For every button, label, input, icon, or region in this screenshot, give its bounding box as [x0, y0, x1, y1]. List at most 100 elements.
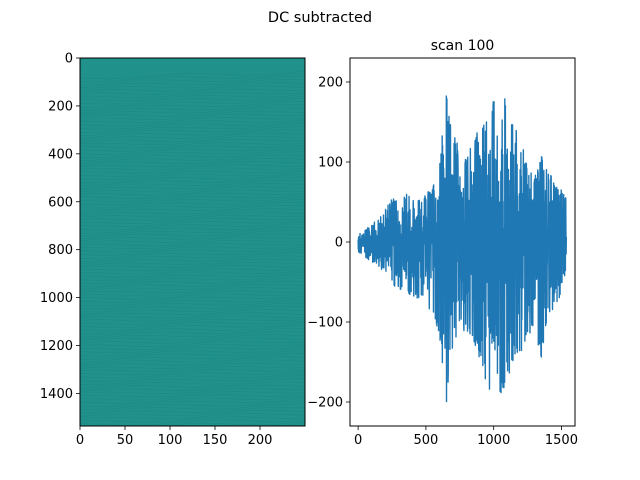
- heatmap-stripe: [80, 400, 305, 410]
- line-y-tick-label: 200: [318, 76, 343, 91]
- line-y-tick-label: 100: [318, 156, 343, 171]
- heatmap-stripe: [80, 306, 305, 315]
- heatmap-stripe: [80, 362, 305, 369]
- heatmap-stripe: [80, 189, 305, 196]
- heatmap-stripe: [80, 208, 305, 216]
- heatmap-stripe: [80, 95, 305, 105]
- heatmap-stripe: [80, 295, 305, 303]
- heatmap-stripe: [80, 388, 305, 394]
- heatmap-stripe: [80, 121, 305, 130]
- line-plot-title: scan 100: [431, 38, 495, 54]
- heatmap-stripe: [80, 196, 305, 206]
- heatmap-stripe: [80, 245, 305, 253]
- heatmap-stripe: [80, 82, 305, 90]
- heatmap-stripe: [80, 219, 305, 228]
- heatmap-stripe: [80, 198, 305, 209]
- heatmap-stripe: [80, 284, 305, 292]
- heatmap-stripe: [80, 277, 305, 288]
- heatmap-stripe: [80, 142, 305, 149]
- heatmap-stripe: [80, 79, 305, 89]
- heatmap-stripe: [80, 107, 305, 116]
- heatmap-stripe: [80, 164, 305, 171]
- heatmap-stripe: [80, 158, 305, 166]
- heatmap-stripe: [80, 75, 305, 86]
- heatmap-stripe: [80, 287, 305, 294]
- heatmap-stripe: [80, 252, 305, 262]
- line-x-tick-label: 500: [413, 433, 438, 448]
- heatmap-stripe: [80, 302, 305, 313]
- heatmap-stripe: [80, 144, 305, 152]
- heatmap-stripe: [80, 148, 305, 158]
- heatmap-stripe: [80, 369, 305, 376]
- heatmap-x-tick-label: 100: [158, 433, 183, 448]
- heatmap-stripe: [80, 176, 305, 187]
- heatmap-x-tick-label: 150: [203, 433, 228, 448]
- heatmap-stripe: [80, 344, 305, 350]
- heatmap-stripe: [80, 381, 305, 391]
- scan-trace: [357, 95, 568, 403]
- scan-series-line: [357, 95, 568, 403]
- heatmap-stripe: [80, 214, 305, 221]
- heatmap-stripe: [80, 119, 305, 127]
- line-y-axis: −200 −100 0 100 200: [307, 76, 350, 411]
- heatmap-stripe: [80, 240, 305, 246]
- heatmap-stripe: [80, 347, 305, 357]
- heatmap-stripe: [80, 192, 305, 199]
- heatmap-x-tick-label: 200: [248, 433, 273, 448]
- heatmap-stripe: [80, 403, 305, 414]
- line-x-tick-label: 1000: [477, 433, 510, 448]
- heatmap-stripe: [80, 171, 305, 180]
- heatmap-stripe: [80, 104, 305, 114]
- heatmap-y-tick-label: 200: [48, 99, 73, 114]
- heatmap-stripe: [80, 293, 305, 300]
- heatmap-stripe: [80, 398, 305, 407]
- heatmap-stripe: [80, 169, 305, 177]
- heatmap-stripe: [80, 272, 305, 281]
- heatmap-stripe: [80, 221, 305, 231]
- heatmap-stripe: [80, 322, 305, 332]
- heatmap-stripe: [80, 378, 305, 388]
- heatmap-stripe: [80, 268, 305, 275]
- heatmap-stripe: [80, 72, 305, 83]
- heatmap-stripe: [80, 161, 305, 168]
- heatmap-stripe: [80, 290, 305, 297]
- heatmap-stripe: [80, 337, 305, 344]
- heatmap-x-tick-label: 0: [76, 433, 84, 448]
- heatmap-stripe: [80, 117, 305, 124]
- heatmap-stripe: [80, 315, 305, 322]
- heatmap-stripe: [80, 114, 305, 120]
- heatmap-stripe: [80, 85, 305, 92]
- heatmap-stripe: [80, 265, 305, 272]
- heatmap-stripe: [80, 236, 305, 243]
- line-x-tick-label: 0: [354, 433, 362, 448]
- heatmap-stripe: [80, 183, 305, 191]
- heatmap-stripe: [80, 255, 305, 265]
- line-x-axis: 0 500 1000 1500: [354, 426, 578, 448]
- heatmap-stripe: [80, 246, 305, 256]
- heatmap-stripe: [80, 334, 305, 342]
- heatmap-stripe: [80, 218, 305, 224]
- heatmap-stripe: [80, 258, 305, 267]
- line-panel: 0 500 1000 1500 −200 −100 0 100 200 scan 100: [307, 38, 578, 448]
- heatmap-stripe: [156, 421, 305, 426]
- heatmap-stripe: [80, 139, 305, 146]
- heatmap-stripe: [80, 331, 305, 340]
- heatmap-stripe: [80, 110, 305, 117]
- heatmap-stripe: [80, 154, 305, 164]
- heatmap-stripe: [80, 92, 305, 98]
- heatmap-stripe: [80, 98, 305, 108]
- heatmap-stripe: [80, 186, 305, 193]
- line-x-tick-label: 1500: [545, 433, 578, 448]
- heatmap-stripe: [80, 123, 305, 133]
- heatmap-stripe: [80, 416, 305, 423]
- heatmap-y-tick-label: 400: [48, 147, 73, 162]
- heatmap-stripe: [80, 384, 305, 393]
- heatmap-stripe: [80, 249, 305, 259]
- heatmap-y-tick-label: 1200: [40, 339, 73, 354]
- heatmap-stripe: [80, 205, 305, 214]
- heatmap-stripe: [80, 70, 305, 80]
- heatmap-stripe: [80, 262, 305, 268]
- heatmap-panel: 0 50 100 150 200 0 200 400 600 800 1000 1200 1400: [40, 52, 306, 448]
- heatmap-stripe: [80, 136, 305, 143]
- heatmap-stripe: [80, 180, 305, 189]
